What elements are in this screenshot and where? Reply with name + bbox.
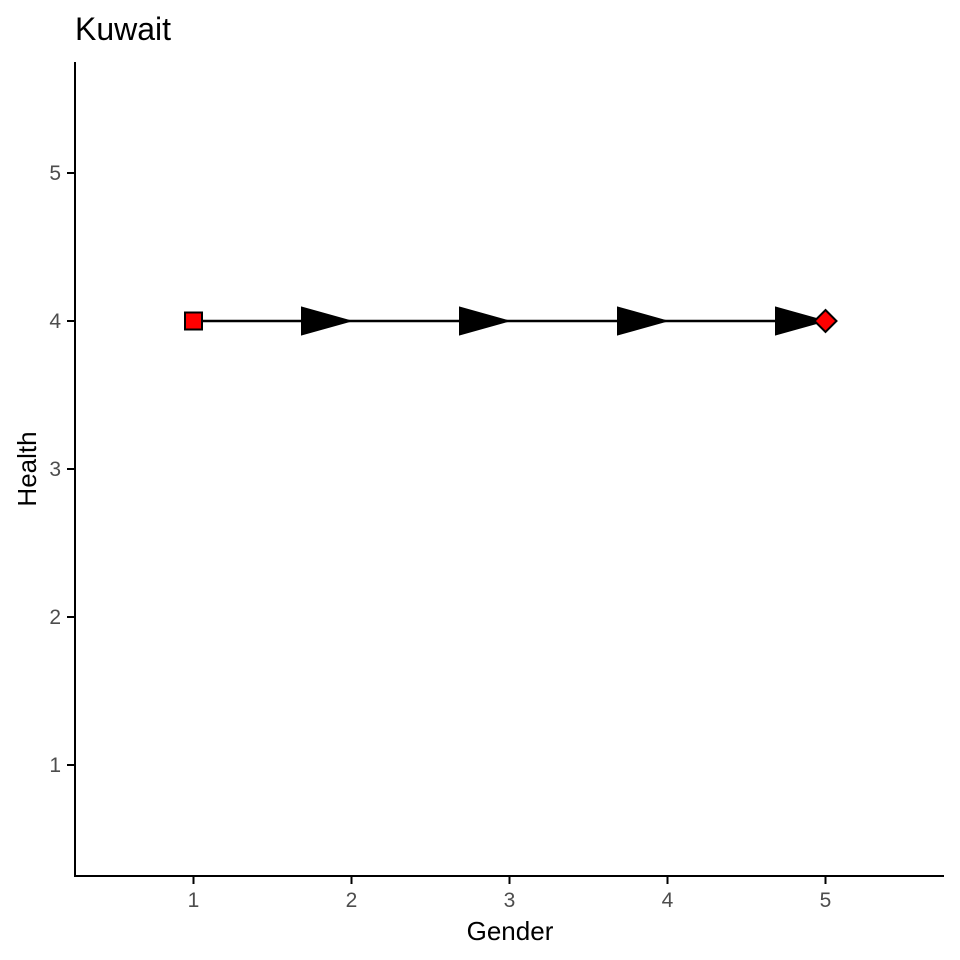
- x-tick-label: 2: [346, 889, 358, 912]
- start-point-marker: [184, 311, 203, 331]
- x-tick-label: 5: [820, 889, 832, 912]
- y-tick-label: 1: [49, 754, 61, 777]
- x-axis-ticks: 1 2 3 4 5: [188, 876, 832, 912]
- end-point-marker: [813, 308, 838, 334]
- y-tick-label: 3: [49, 458, 61, 481]
- x-tick-label: 4: [662, 889, 674, 912]
- x-axis-title: Gender: [467, 916, 554, 946]
- series-layer: [184, 306, 838, 336]
- y-tick-label: 5: [49, 162, 61, 185]
- series-arrowhead: [459, 306, 512, 336]
- y-axis-ticks: 1 2 3 4 5: [49, 162, 75, 777]
- y-tick-label: 4: [49, 310, 61, 333]
- y-tick-label: 2: [49, 606, 61, 629]
- series-arrowhead: [775, 306, 828, 336]
- series-arrowhead: [617, 306, 670, 336]
- x-tick-label: 3: [504, 889, 516, 912]
- y-axis-title: Health: [12, 431, 42, 506]
- x-tick-label: 1: [188, 889, 200, 912]
- chart-title: Kuwait: [75, 11, 171, 47]
- series-arrowhead: [301, 306, 354, 336]
